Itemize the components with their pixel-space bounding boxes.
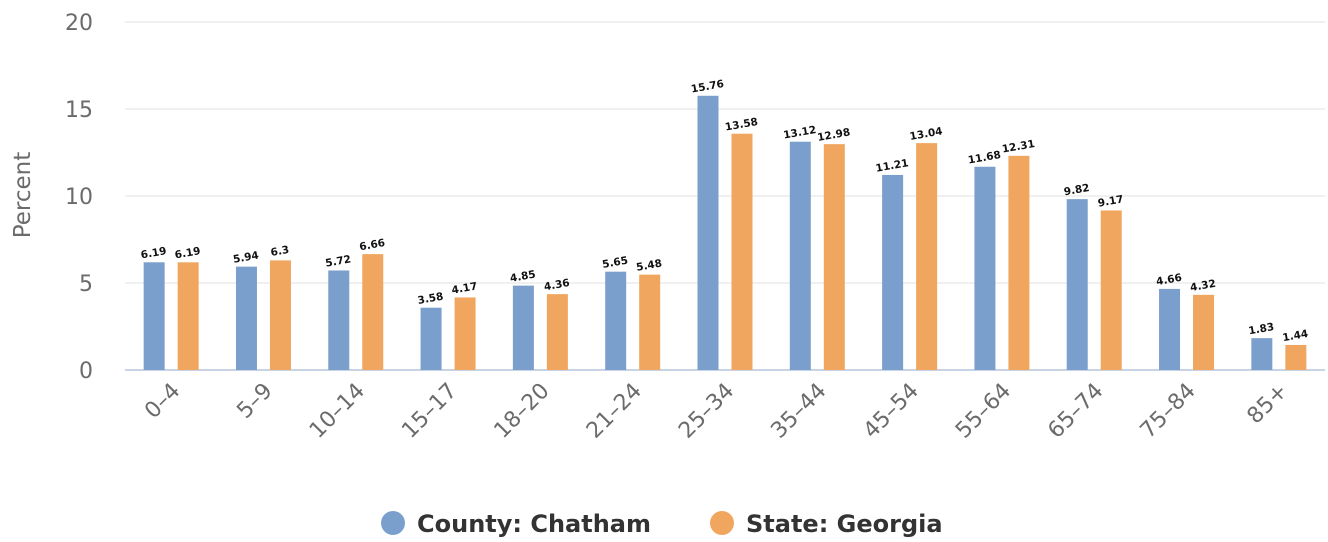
- gridlines: [125, 21, 1325, 371]
- data-label: 6.66: [358, 237, 386, 253]
- x-axis-ticks: 0–4 5–9 10–14 15–17 18–20 21–24 25–34 35–44 45–5…: [140, 379, 1293, 444]
- bar-state: [177, 262, 199, 370]
- data-label: 3.58: [417, 291, 445, 307]
- bar-county: [789, 141, 811, 370]
- data-label: 5.94: [232, 250, 260, 266]
- x-tick-label: 65–74: [1043, 379, 1108, 444]
- bar-county: [605, 271, 627, 370]
- bars: [143, 95, 1307, 370]
- bar-state: [362, 254, 384, 370]
- bar-state: [269, 260, 291, 370]
- x-tick-label: 75–84: [1136, 379, 1201, 444]
- data-labels: 6.19 6.19 5.94 6.3 5.72 6.66 3.58 4.17 4.85 4.36 5…: [140, 78, 1309, 344]
- y-tick-label: 15: [65, 98, 93, 123]
- data-label: 1.44: [1282, 328, 1310, 344]
- data-label: 13.58: [724, 116, 759, 134]
- bar-county: [1159, 288, 1181, 370]
- data-label: 4.66: [1155, 272, 1183, 288]
- x-tick-label: 15–17: [397, 379, 462, 444]
- data-label: 5.48: [635, 258, 663, 274]
- x-tick-label: 18–20: [490, 379, 555, 444]
- data-label: 12.31: [1001, 138, 1036, 156]
- x-tick-label: 35–44: [766, 379, 831, 444]
- data-label: 6.19: [174, 245, 202, 261]
- bar-county: [143, 262, 165, 370]
- y-tick-label: 0: [79, 359, 93, 384]
- bar-county: [1066, 199, 1088, 370]
- legend-item[interactable]: County: Chatham: [381, 510, 651, 538]
- bar-county: [1251, 338, 1273, 370]
- data-label: 6.19: [140, 245, 168, 261]
- data-label: 4.36: [543, 277, 571, 293]
- x-tick-label: 25–34: [674, 379, 739, 444]
- bar-state: [639, 274, 661, 370]
- data-label: 9.17: [1097, 193, 1125, 209]
- data-label: 5.72: [324, 253, 352, 269]
- data-label: 11.21: [875, 157, 910, 175]
- legend-label: State: Georgia: [746, 510, 943, 538]
- bar-state: [916, 143, 938, 370]
- legend-swatch: [710, 511, 734, 535]
- data-label: 15.76: [690, 78, 725, 96]
- legend-item[interactable]: State: Georgia: [710, 510, 943, 538]
- data-label: 9.82: [1063, 182, 1091, 198]
- legend-label: County: Chatham: [417, 510, 651, 538]
- bar-county: [328, 270, 350, 370]
- bar-county: [512, 285, 534, 370]
- y-tick-label: 5: [79, 272, 93, 297]
- x-tick-label: 10–14: [305, 379, 370, 444]
- bar-state: [1193, 294, 1215, 370]
- bar-county: [974, 166, 996, 370]
- bar-state: [731, 133, 753, 370]
- y-axis-ticks: 0 5 10 15 20: [65, 11, 93, 384]
- x-tick-label: 55–64: [951, 379, 1016, 444]
- y-tick-label: 10: [65, 185, 93, 210]
- bar-state: [454, 297, 476, 370]
- data-label: 4.85: [509, 268, 537, 284]
- bar-state: [1100, 210, 1122, 370]
- bar-county: [235, 266, 257, 370]
- bar-county: [697, 95, 719, 370]
- bar-county: [420, 307, 442, 370]
- data-label: 12.98: [816, 126, 851, 144]
- data-label: 5.65: [601, 255, 629, 271]
- legend: County: Chatham State: Georgia: [381, 510, 943, 538]
- data-label: 13.04: [909, 125, 944, 143]
- legend-swatch: [381, 511, 405, 535]
- data-label: 4.32: [1189, 278, 1217, 294]
- bar-county: [882, 174, 904, 370]
- bar-state: [546, 294, 568, 370]
- data-label: 6.3: [270, 244, 290, 259]
- x-tick-label: 0–4: [140, 379, 185, 424]
- data-label: 1.83: [1248, 321, 1276, 337]
- data-label: 13.12: [782, 124, 817, 142]
- data-label: 11.68: [967, 149, 1002, 167]
- bar-state: [1008, 155, 1030, 370]
- bar-state: [1285, 344, 1307, 370]
- x-tick-label: 85+: [1243, 379, 1294, 430]
- bar-state: [823, 144, 845, 370]
- x-tick-label: 21–24: [582, 379, 647, 444]
- y-axis-title: Percent: [10, 152, 36, 239]
- x-tick-label: 45–54: [859, 379, 924, 444]
- data-label: 4.17: [451, 280, 479, 296]
- x-tick-label: 5–9: [232, 379, 277, 424]
- y-tick-label: 20: [65, 11, 93, 36]
